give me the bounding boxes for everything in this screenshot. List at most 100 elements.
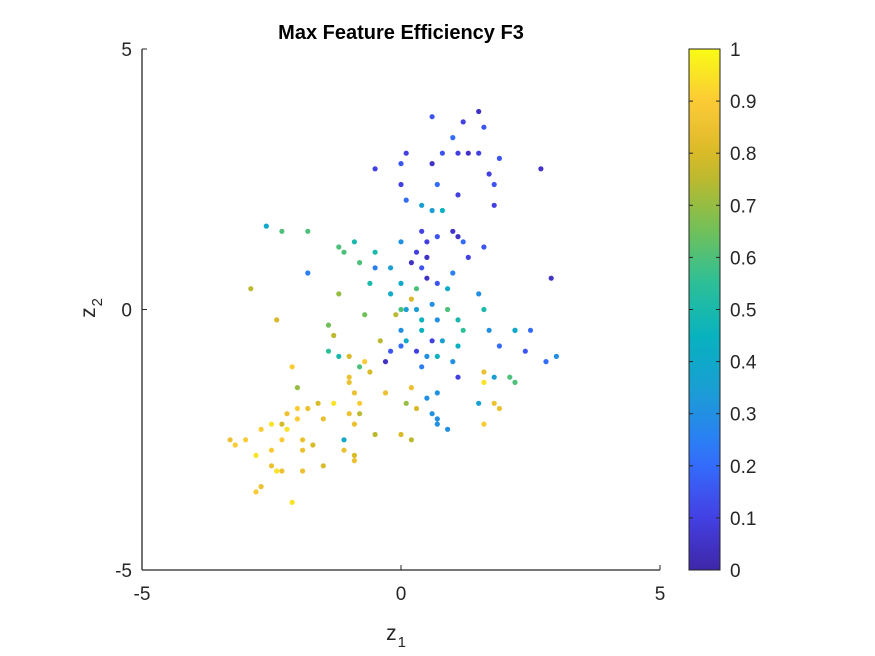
scatter-point: [460, 239, 466, 245]
scatter-point: [481, 244, 487, 250]
colorbar-tick-label: 0.4: [730, 353, 757, 374]
scatter-point: [413, 286, 420, 292]
y-axis-label: z2: [77, 298, 106, 318]
scatter-point: [403, 306, 409, 313]
scatter-point: [279, 228, 285, 234]
scatter-point: [455, 150, 461, 156]
scatter-point: [445, 426, 451, 432]
scatter-point: [336, 291, 342, 297]
scatter-point: [481, 124, 487, 130]
scatter-point: [408, 437, 414, 443]
scatter-point: [413, 405, 420, 412]
scatter-point: [429, 207, 435, 214]
scatter-point: [413, 249, 420, 255]
scatter-point: [279, 437, 285, 443]
colorbar-tick-label: 0.9: [730, 92, 756, 113]
scatter-point: [424, 395, 430, 401]
scatter-point: [398, 280, 404, 286]
x-tick-label: 5: [655, 584, 666, 605]
scatter-point: [455, 234, 461, 240]
scatter-point: [331, 400, 337, 406]
scatter-point: [496, 155, 502, 161]
scatter-point: [274, 317, 280, 323]
scatter-point: [527, 327, 534, 333]
scatter-point: [553, 353, 560, 359]
scatter-point: [300, 447, 306, 453]
scatter-point: [476, 291, 482, 297]
scatter-point: [434, 421, 440, 427]
scatter-point: [279, 468, 285, 474]
scatter-point: [351, 421, 357, 427]
scatter-point: [455, 192, 461, 198]
scatter-point: [320, 416, 326, 422]
scatter-point: [294, 405, 300, 412]
colorbar-gradient: [688, 48, 721, 571]
scatter-point: [403, 400, 409, 406]
scatter-point: [253, 452, 259, 458]
scatter-point: [268, 447, 275, 453]
scatter-point: [445, 286, 451, 292]
scatter-point: [300, 437, 306, 443]
scatter-point: [232, 442, 238, 448]
scatter-point: [522, 348, 528, 354]
scatter-point: [429, 338, 435, 344]
scatter-point: [243, 437, 249, 443]
scatter-point: [325, 348, 332, 354]
scatter-point: [372, 249, 378, 255]
scatter-point: [382, 359, 389, 365]
scatter-point: [305, 228, 311, 234]
scatter-point: [357, 260, 363, 266]
colorbar-tick-label: 0.8: [730, 144, 756, 165]
scatter-point: [263, 223, 269, 229]
scatter-point: [476, 400, 482, 406]
scatter-point: [424, 254, 430, 260]
scatter-point: [481, 379, 487, 385]
scatter-point: [450, 270, 456, 276]
scatter-point: [486, 327, 492, 333]
scatter-point: [481, 421, 487, 427]
scatter-point: [289, 364, 295, 370]
scatter-point: [403, 197, 409, 203]
scatter-point: [434, 234, 440, 240]
scatter-point: [284, 411, 290, 417]
scatter-point: [455, 343, 461, 349]
scatter-point: [548, 275, 554, 281]
scatter-point: [434, 416, 440, 422]
scatter-point: [367, 280, 373, 286]
scatter-point: [455, 317, 461, 323]
scatter-point: [491, 374, 497, 380]
scatter-point: [491, 202, 497, 208]
scatter-point: [450, 359, 456, 365]
scatter-point: [398, 306, 404, 313]
scatter-point: [491, 400, 497, 406]
scatter-point: [325, 322, 332, 328]
colorbar-tick-label: 1: [730, 40, 741, 61]
x-tick-label: -5: [134, 584, 151, 605]
scatter-point: [481, 306, 487, 313]
scatter-point: [294, 416, 300, 422]
scatter-point: [377, 338, 383, 344]
colorbar-tick-group: 0 0.1 0.2 0.3 0.4 0.5 0.6 0.7 0.8 0.9 1: [689, 40, 757, 582]
scatter-point: [362, 312, 368, 318]
scatter-point: [476, 108, 482, 115]
scatter-point: [346, 411, 352, 417]
scatter-point: [512, 379, 518, 385]
scatter-point: [398, 181, 404, 188]
colorbar-tick-label: 0.2: [730, 457, 756, 478]
scatter-point: [424, 275, 430, 281]
scatter-point: [388, 348, 394, 354]
scatter-point: [434, 353, 440, 359]
scatter-point: [408, 385, 414, 391]
scatter-point: [341, 447, 347, 453]
scatter-point: [445, 306, 451, 313]
scatter-point: [424, 239, 430, 245]
scatter-point: [455, 374, 461, 380]
colorbar: 0 0.1 0.2 0.3 0.4 0.5 0.6 0.7 0.8 0.9 1: [688, 40, 757, 582]
scatter-point: [398, 239, 404, 245]
colorbar-tick-label: 0: [730, 561, 741, 582]
scatter-point: [434, 390, 440, 396]
scatter-point: [372, 431, 378, 438]
scatter-point: [434, 181, 440, 188]
scatter-point: [450, 135, 456, 141]
